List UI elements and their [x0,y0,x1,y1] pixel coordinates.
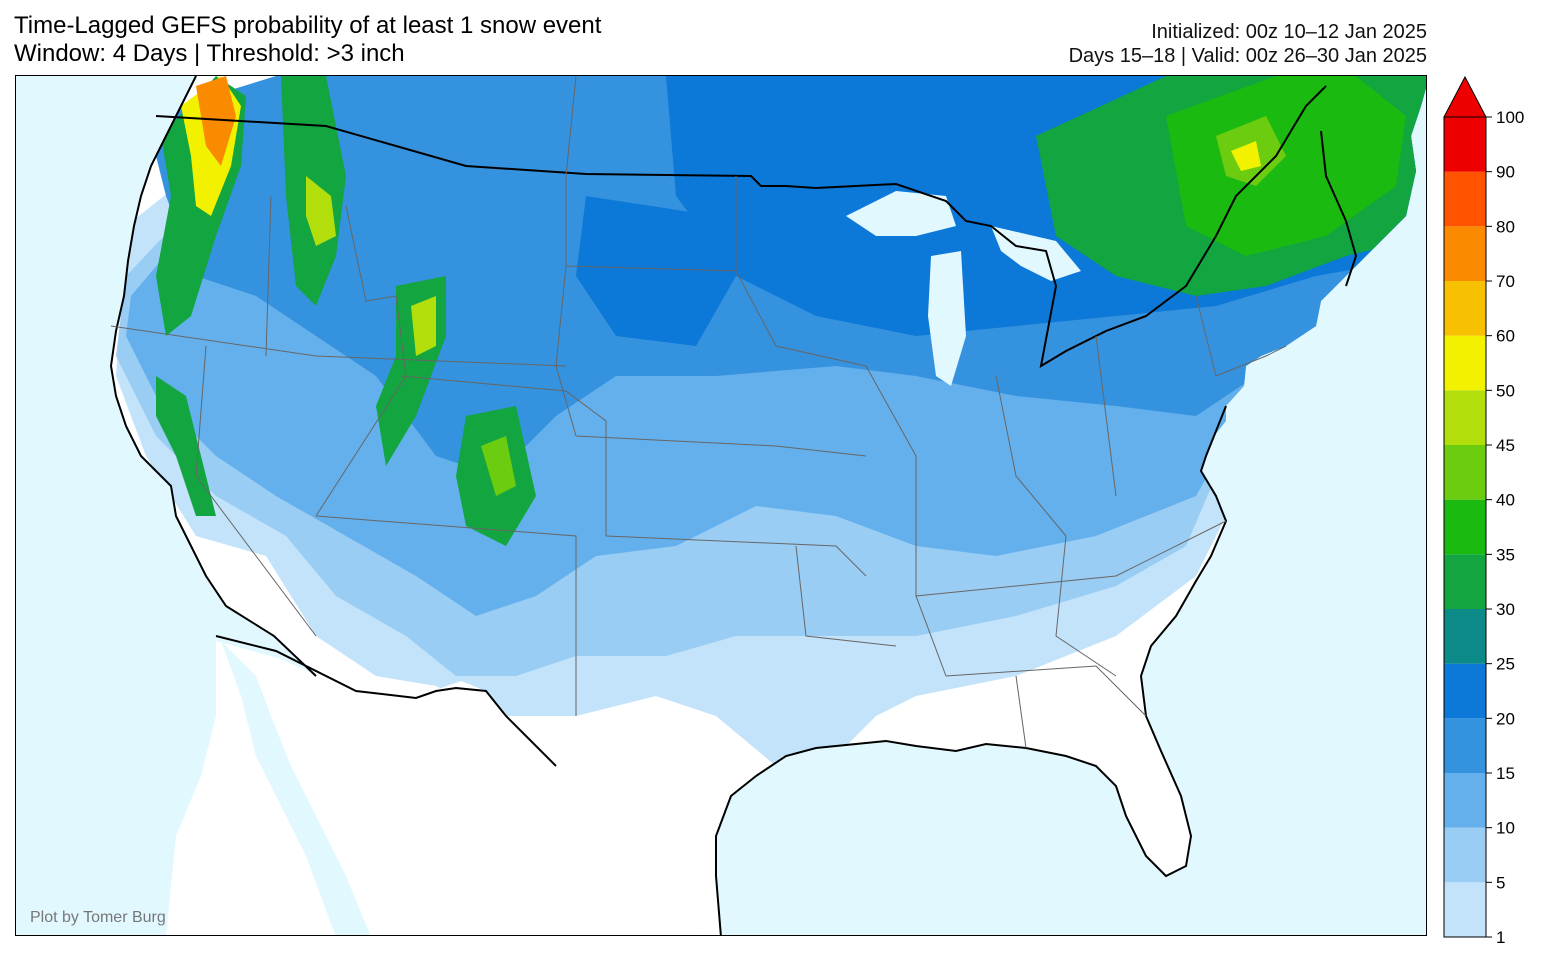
band-35-40-northeast [1166,76,1406,256]
band-70-cascades [196,76,236,166]
east-gulf-coastline [715,405,1228,935]
colorbar-segment [1444,335,1486,391]
title-block: Time-Lagged GEFS probability of at least… [14,12,601,68]
colorbar: 1 5 10 15 20 25 30 35 40 45 50 60 70 80 90 100 [1442,75,1542,945]
init-time: Initialized: 00z 10–12 Jan 2025 [1151,21,1427,43]
colorbar-segment [1444,171,1486,227]
colorbar-segment [1444,882,1486,937]
colorbar-segment [1444,718,1486,773]
band-50-60-northeast [1231,141,1261,171]
colorbar-tick-label: 70 [1496,272,1515,291]
band-45-northern-rockies [306,176,336,246]
colorbar-segment [1444,281,1486,336]
west-coastline [109,76,317,677]
colorbar-tick-label: 60 [1496,327,1515,346]
colorbar-segment [1444,554,1486,609]
borders [109,76,1358,935]
map-title: Time-Lagged GEFS probability of at least… [14,12,602,39]
colorbar-segment [1444,390,1486,445]
lake-superior [846,191,956,236]
colorbar-tick-label: 100 [1496,108,1524,127]
colorbar-tick-label: 40 [1496,491,1515,510]
canada-border [155,85,1327,369]
colorbar-tick-label: 45 [1496,436,1515,455]
valid-time: Days 15–18 | Valid: 00z 26–30 Jan 2025 [1068,45,1427,67]
colorbar-segment [1444,773,1486,828]
snow-probability-field [116,76,1426,776]
init-block: Initialized: 00z 10–12 Jan 2025 Days 15–… [1069,20,1427,68]
colorbar-segment [1444,827,1486,883]
colorbar-tick-label: 15 [1496,764,1515,783]
map-panel: Plot by Tomer Burg [15,75,1427,936]
maine-border [1320,130,1358,287]
plot-credit: Plot by Tomer Burg [30,909,166,926]
colorbar-tick-label: 90 [1496,163,1515,182]
colorbar-tick-label: 30 [1496,600,1515,619]
map-subtitle: Window: 4 Days | Threshold: >3 inch [14,40,405,67]
colorbar-tick-label: 20 [1496,709,1515,728]
colorbar-segment [1444,609,1486,664]
map-svg [16,76,1426,935]
colorbar-tick-label: 10 [1496,819,1515,838]
state-lines [110,76,1287,749]
colorbar-frame [1443,116,1487,938]
colorbar-tick-label: 35 [1496,545,1515,564]
band-30-sierra [156,376,216,516]
colorbar-extend-arrow [1443,75,1487,118]
colorbar-tick-label: 5 [1496,873,1505,892]
colorbar-tick-label: 50 [1496,381,1515,400]
colorbar-segment [1444,499,1486,555]
colorbar-segment [1444,663,1486,719]
colorbar-tick-label: 1 [1496,928,1505,945]
colorbar-tick-label: 25 [1496,655,1515,674]
band-20-25-plains [576,196,736,346]
colorbar-segment [1444,117,1486,172]
lake-michigan [928,251,966,386]
lake-huron [991,226,1081,281]
band-45-wyoming [411,296,436,356]
colorbar-segment [1444,226,1486,281]
mexico-land [166,641,706,935]
gulf-of-california [221,641,371,935]
mexico-border [215,635,557,767]
colorbar-tick-label: 80 [1496,217,1515,236]
band-40-colorado [481,436,516,496]
colorbar-segment [1444,445,1486,500]
